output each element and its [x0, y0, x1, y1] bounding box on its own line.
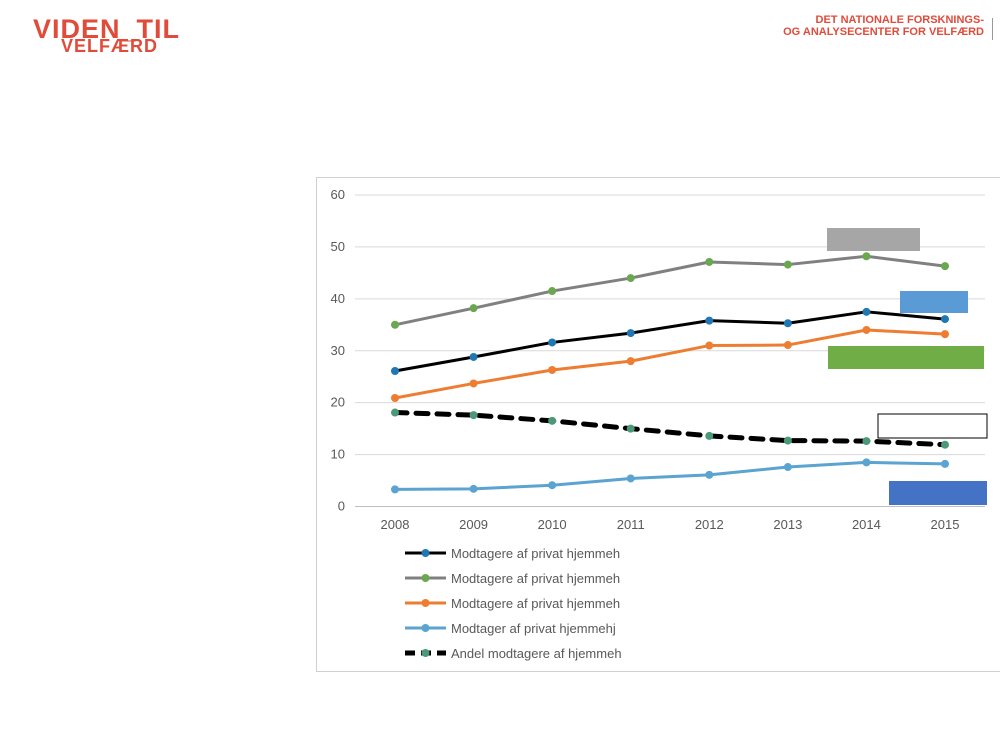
- data-point: [626, 329, 635, 338]
- data-point: [391, 366, 399, 375]
- data-point: [391, 485, 399, 494]
- data-point: [548, 481, 557, 490]
- data-point: [941, 459, 949, 468]
- data-point: [548, 416, 557, 425]
- data-point: [783, 260, 792, 269]
- chart-area: [316, 177, 1000, 672]
- y-tick-label: 50: [331, 239, 345, 254]
- data-point: [862, 458, 871, 467]
- data-point: [469, 352, 478, 361]
- data-point: [626, 357, 635, 366]
- data-point: [469, 379, 478, 388]
- y-tick-label: 0: [338, 499, 345, 514]
- data-point: [783, 463, 792, 472]
- x-tick-label: 2012: [695, 517, 724, 532]
- annotation-box: [889, 481, 987, 505]
- y-tick-label: 20: [331, 395, 345, 410]
- brand-line1: DET NATIONALE FORSKNINGS-: [815, 14, 984, 26]
- data-point: [705, 431, 714, 440]
- data-point: [941, 440, 949, 449]
- data-point: [626, 474, 635, 483]
- y-tick-label: 10: [331, 447, 345, 462]
- legend-label: Modtager af privat hjemmehj: [451, 621, 616, 636]
- y-tick-label: 30: [331, 343, 345, 358]
- y-tick-label: 60: [331, 187, 345, 202]
- x-tick-label: 2008: [381, 517, 410, 532]
- annotation-box: [900, 291, 968, 313]
- data-point: [705, 470, 714, 479]
- data-point: [862, 437, 871, 446]
- data-point: [469, 484, 478, 493]
- x-tick-label: 2014: [852, 517, 881, 532]
- data-point: [783, 341, 792, 350]
- data-point: [469, 411, 478, 420]
- legend-marker: [421, 549, 430, 557]
- header-divider: [992, 18, 993, 40]
- legend-label: Andel modtagere af hjemmeh: [451, 646, 622, 661]
- legend-marker: [421, 649, 430, 657]
- series-line: [392, 410, 948, 448]
- data-point: [783, 436, 792, 445]
- legend-label: Modtagere af privat hjemmeh: [451, 596, 620, 611]
- x-tick-label: 2010: [538, 517, 567, 532]
- data-point: [862, 252, 871, 261]
- logo-line1: VIDEN_TIL: [33, 14, 181, 44]
- data-point: [862, 325, 871, 334]
- data-point: [705, 316, 714, 325]
- data-point: [626, 424, 635, 433]
- annotation-box: [827, 228, 920, 251]
- data-point: [862, 307, 871, 316]
- viden-til-velfaerd-logo: VIDEN_TIL VELFÆRD: [33, 12, 193, 56]
- x-tick-label: 2011: [617, 517, 645, 532]
- x-tick-label: 2009: [459, 517, 488, 532]
- legend-marker: [421, 599, 430, 607]
- data-point: [548, 338, 557, 347]
- data-point: [705, 341, 714, 350]
- annotation-box: [877, 413, 988, 439]
- brand-line2: OG ANALYSECENTER FOR VELFÆRD: [783, 26, 984, 38]
- data-point: [783, 319, 792, 328]
- x-tick-label: 2015: [931, 517, 960, 532]
- data-point: [705, 257, 714, 266]
- data-point: [941, 330, 949, 339]
- organization-name: DET NATIONALE FORSKNINGS- OG ANALYSECENT…: [783, 14, 984, 38]
- data-point: [941, 315, 949, 324]
- data-point: [391, 320, 399, 329]
- x-tick-label: 2013: [773, 517, 802, 532]
- series-line: [393, 460, 947, 491]
- legend-label: Modtagere af privat hjemmeh: [451, 571, 620, 586]
- data-point: [469, 304, 478, 313]
- y-tick-label: 40: [331, 291, 345, 306]
- legend-marker: [421, 574, 430, 582]
- data-point: [626, 274, 635, 283]
- annotation-box: [828, 346, 984, 369]
- data-point: [391, 393, 399, 402]
- data-point: [548, 287, 557, 296]
- series-line: [393, 254, 947, 327]
- data-point: [941, 262, 949, 271]
- data-point: [548, 365, 557, 374]
- legend-label: Modtagere af privat hjemmeh: [451, 546, 620, 561]
- series-line: [393, 310, 947, 373]
- legend-marker: [421, 624, 430, 632]
- data-point: [391, 408, 399, 417]
- logo-line2: VELFÆRD: [61, 36, 158, 56]
- series-line: [393, 328, 947, 400]
